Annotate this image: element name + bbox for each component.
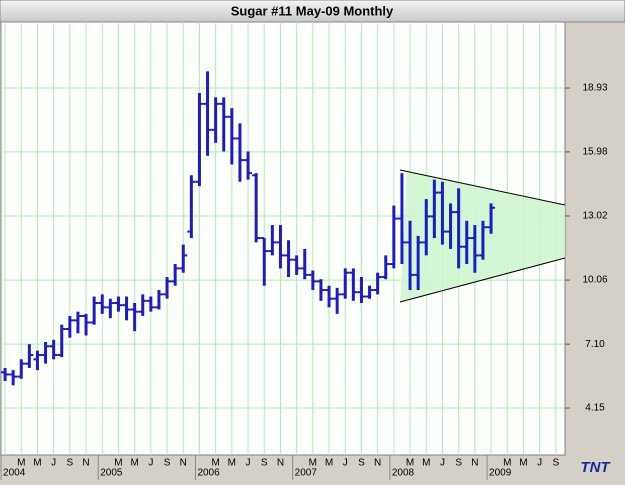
x-tick-label: M: [33, 458, 41, 469]
x-tick-label: S: [261, 458, 268, 469]
y-tick-label: 13.02: [582, 211, 607, 222]
y-tick-label: 18.93: [582, 83, 607, 94]
x-tick-label: 2007: [295, 468, 318, 479]
x-tick-label: M: [422, 458, 430, 469]
x-tick-label: 2008: [392, 468, 415, 479]
x-tick-label: J: [148, 458, 153, 469]
x-tick-label: M: [114, 458, 122, 469]
x-tick-label: J: [246, 458, 251, 469]
x-tick-label: M: [503, 458, 511, 469]
x-tick-label: 2006: [197, 468, 220, 479]
y-tick-label: 4.15: [585, 403, 605, 414]
x-tick-label: N: [374, 458, 381, 469]
x-tick-label: M: [406, 458, 414, 469]
x-tick-label: J: [51, 458, 56, 469]
y-tick-label: 10.06: [582, 275, 607, 286]
x-tick-label: N: [180, 458, 187, 469]
y-tick-label: 15.98: [582, 147, 607, 158]
x-tick-label: N: [277, 458, 284, 469]
x-tick-label: M: [130, 458, 138, 469]
x-tick-label: M: [228, 458, 236, 469]
x-tick-label: M: [309, 458, 317, 469]
x-tick-label: M: [325, 458, 333, 469]
x-tick-label: S: [67, 458, 74, 469]
bars: [1, 71, 496, 386]
x-tick-label: N: [82, 458, 89, 469]
logo: TNT: [580, 459, 611, 476]
x-tick-label: J: [537, 458, 542, 469]
trend-line: [399, 257, 566, 303]
x-tick-label: M: [211, 458, 219, 469]
x-tick-label: S: [455, 458, 462, 469]
x-tick-label: 2005: [100, 468, 123, 479]
x-tick-label: J: [343, 458, 348, 469]
x-tick-label: M: [17, 458, 25, 469]
y-tick-label: 7.10: [585, 339, 605, 350]
chart-title: Sugar #11 May-09 Monthly: [231, 3, 394, 18]
x-tick-label: M: [519, 458, 527, 469]
x-tick-label: J: [440, 458, 445, 469]
x-tick-label: S: [553, 458, 560, 469]
x-tick-label: S: [164, 458, 171, 469]
x-tick-label: S: [358, 458, 365, 469]
x-tick-label: N: [471, 458, 478, 469]
trend-line: [399, 169, 566, 206]
x-tick-label: 2004: [3, 468, 26, 479]
x-tick-label: 2009: [489, 468, 512, 479]
